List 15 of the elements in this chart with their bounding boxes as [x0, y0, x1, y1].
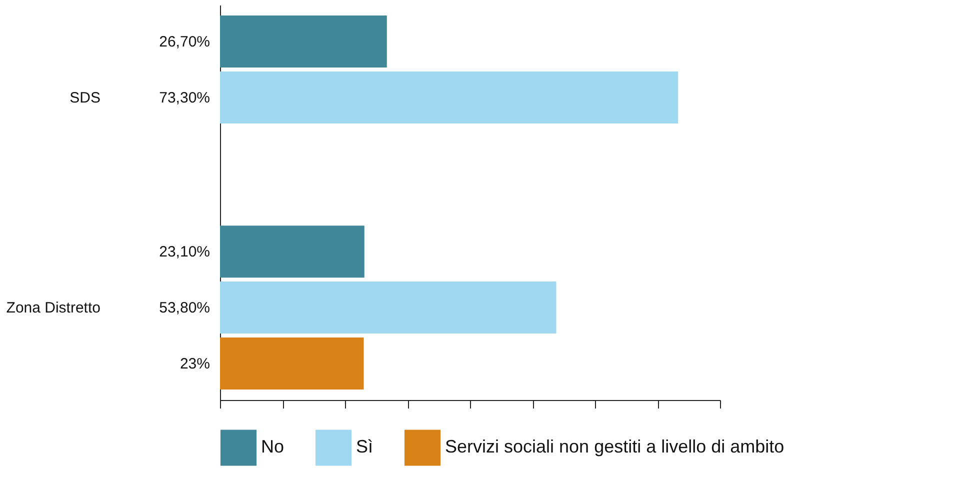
data-label: 26,70%	[159, 34, 210, 51]
legend-label: Servizi sociali non gestiti a livello di ambito	[445, 436, 784, 457]
data-label: 23%	[180, 355, 210, 372]
legend-label: Sì	[356, 436, 374, 457]
data-label: 23,10%	[159, 244, 210, 261]
y-tick-label: SDS	[70, 89, 100, 106]
y-tick-label: Zona Distretto	[6, 300, 100, 317]
bar	[220, 282, 556, 334]
bar	[220, 226, 364, 278]
bar	[220, 71, 678, 124]
data-label: 73,30%	[159, 89, 210, 106]
bar	[220, 16, 387, 68]
bar	[220, 337, 364, 390]
data-label: 53,80%	[159, 300, 210, 317]
legend-label: No	[261, 436, 284, 457]
